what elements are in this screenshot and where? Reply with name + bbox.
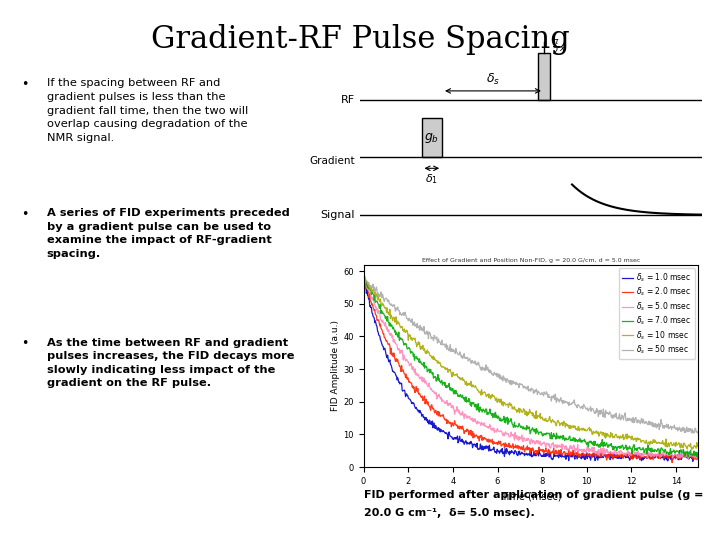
$\delta_s$ = 1.0 msec bbox=[688, 458, 697, 464]
Line: $\delta_s$ = 10 msec: $\delta_s$ = 10 msec bbox=[364, 276, 698, 450]
$\delta_s$ = 5.0 msec bbox=[446, 401, 454, 408]
$\delta_s$ = 10 msec bbox=[361, 273, 369, 280]
Text: •: • bbox=[22, 208, 29, 221]
$\delta_s$ = 10 msec bbox=[359, 275, 368, 281]
$\delta_s$ = 1.0 msec bbox=[694, 452, 703, 458]
Text: FID performed after application of gradient pulse (g =: FID performed after application of gradi… bbox=[364, 490, 703, 501]
$\delta_s$ = 2.0 msec bbox=[418, 397, 427, 404]
$\delta_s$ = 1.0 msec bbox=[510, 447, 519, 454]
Text: •: • bbox=[22, 338, 29, 350]
$\delta_s$ = 2.0 msec bbox=[510, 444, 519, 451]
$\delta_s$ = 7.0 msec bbox=[510, 424, 519, 430]
$\delta_s$ = 50 msec bbox=[612, 410, 621, 416]
$\delta_s$ = 10 msec bbox=[446, 366, 454, 373]
Text: $\frac{\pi}{2}_x$: $\frac{\pi}{2}_x$ bbox=[552, 38, 567, 57]
$\delta_s$ = 1.0 msec bbox=[418, 411, 427, 417]
$\delta_s$ = 50 msec bbox=[419, 327, 428, 334]
Legend: $\delta_s$ = 1.0 msec, $\delta_s$ = 2.0 msec, $\delta_s$ = 5.0 msec, $\delta_s$ : $\delta_s$ = 1.0 msec, $\delta_s$ = 2.0 … bbox=[618, 268, 695, 359]
$\delta_s$ = 50 msec bbox=[511, 381, 520, 388]
Text: As the time between RF and gradient
pulses increases, the FID decays more
slowly: As the time between RF and gradient puls… bbox=[47, 338, 294, 388]
$\delta_s$ = 2.0 msec bbox=[583, 450, 592, 456]
Text: A series of FID experiments preceded
by a gradient pulse can be used to
examine : A series of FID experiments preceded by … bbox=[47, 208, 289, 259]
$\delta_s$ = 10 msec bbox=[419, 347, 428, 354]
$\delta_s$ = 2.0 msec bbox=[611, 454, 620, 460]
$\delta_s$ = 10 msec bbox=[583, 426, 592, 433]
$\delta_s$ = 50 msec bbox=[360, 273, 369, 279]
$\delta_s$ = 10 msec bbox=[511, 406, 520, 413]
Line: $\delta_s$ = 5.0 msec: $\delta_s$ = 5.0 msec bbox=[364, 278, 698, 459]
Text: $\delta_s$: $\delta_s$ bbox=[486, 72, 500, 87]
$\delta_s$ = 1.0 msec bbox=[446, 432, 454, 438]
$\delta_s$ = 1.0 msec bbox=[557, 451, 565, 458]
Text: Gradient: Gradient bbox=[310, 156, 355, 166]
$\delta_s$ = 50 msec bbox=[693, 430, 702, 436]
$\delta_s$ = 10 msec bbox=[694, 443, 703, 450]
$\delta_s$ = 2.0 msec bbox=[446, 420, 454, 426]
$\delta_s$ = 5.0 msec bbox=[510, 429, 519, 436]
Text: Signal: Signal bbox=[320, 210, 355, 220]
$\delta_s$ = 2.0 msec bbox=[557, 447, 565, 453]
Line: $\delta_s$ = 7.0 msec: $\delta_s$ = 7.0 msec bbox=[364, 278, 698, 456]
$\delta_s$ = 10 msec bbox=[612, 431, 621, 438]
$\delta_s$ = 7.0 msec bbox=[359, 274, 368, 281]
$\delta_s$ = 50 msec bbox=[557, 399, 566, 405]
Line: $\delta_s$ = 1.0 msec: $\delta_s$ = 1.0 msec bbox=[364, 275, 698, 461]
$\delta_s$ = 1.0 msec bbox=[611, 452, 620, 458]
Bar bbox=[422, 118, 442, 158]
$\delta_s$ = 10 msec bbox=[557, 420, 566, 427]
Title: Effect of Gradient and Position Non-FID, g = 20.0 G/cm, d = 5.0 msec: Effect of Gradient and Position Non-FID,… bbox=[422, 258, 640, 263]
$\delta_s$ = 7.0 msec bbox=[583, 440, 592, 447]
Text: If the spacing between RF and
gradient pulses is less than the
gradient fall tim: If the spacing between RF and gradient p… bbox=[47, 78, 248, 143]
$\delta_s$ = 2.0 msec bbox=[668, 460, 677, 466]
Text: Gradient-RF Pulse Spacing: Gradient-RF Pulse Spacing bbox=[150, 24, 570, 55]
Line: $\delta_s$ = 50 msec: $\delta_s$ = 50 msec bbox=[364, 276, 698, 433]
$\delta_s$ = 50 msec bbox=[694, 428, 703, 435]
$\delta_s$ = 50 msec bbox=[359, 273, 368, 280]
$\delta_s$ = 50 msec bbox=[446, 341, 454, 348]
Y-axis label: FID Amplitude (a.u.): FID Amplitude (a.u.) bbox=[331, 320, 341, 411]
Text: $g_b$: $g_b$ bbox=[424, 131, 439, 145]
Bar bbox=[538, 53, 550, 100]
$\delta_s$ = 2.0 msec bbox=[694, 456, 703, 463]
$\delta_s$ = 5.0 msec bbox=[611, 447, 620, 454]
Line: $\delta_s$ = 2.0 msec: $\delta_s$ = 2.0 msec bbox=[364, 278, 698, 463]
$\delta_s$ = 5.0 msec bbox=[557, 443, 565, 449]
$\delta_s$ = 7.0 msec bbox=[693, 453, 701, 460]
$\delta_s$ = 5.0 msec bbox=[418, 379, 427, 385]
$\delta_s$ = 7.0 msec bbox=[557, 434, 565, 441]
Text: $\delta_1$: $\delta_1$ bbox=[426, 173, 438, 186]
$\delta_s$ = 5.0 msec bbox=[684, 456, 693, 462]
$\delta_s$ = 5.0 msec bbox=[583, 444, 592, 450]
$\delta_s$ = 5.0 msec bbox=[694, 451, 703, 457]
$\delta_s$ = 7.0 msec bbox=[611, 444, 620, 451]
Text: 20.0 G cm⁻¹,  δ= 5.0 msec).: 20.0 G cm⁻¹, δ= 5.0 msec). bbox=[364, 508, 534, 518]
$\delta_s$ = 10 msec bbox=[688, 447, 696, 453]
$\delta_s$ = 7.0 msec bbox=[418, 361, 427, 368]
Text: •: • bbox=[22, 78, 29, 91]
$\delta_s$ = 2.0 msec bbox=[359, 274, 368, 281]
$\delta_s$ = 1.0 msec bbox=[583, 455, 592, 462]
$\delta_s$ = 50 msec bbox=[583, 406, 592, 412]
$\delta_s$ = 1.0 msec bbox=[359, 272, 368, 278]
X-axis label: Time (msec): Time (msec) bbox=[500, 491, 562, 501]
$\delta_s$ = 7.0 msec bbox=[694, 449, 703, 456]
$\delta_s$ = 7.0 msec bbox=[446, 386, 454, 392]
Text: RF: RF bbox=[341, 95, 355, 105]
$\delta_s$ = 5.0 msec bbox=[359, 275, 368, 281]
